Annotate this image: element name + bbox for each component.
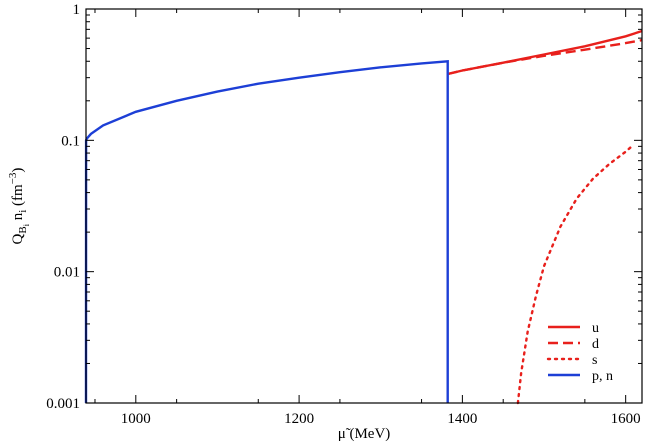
series-line-s xyxy=(516,143,635,405)
y-label-unit-open: (fm xyxy=(10,184,26,210)
y-label-mid: n xyxy=(10,212,26,224)
series-line-d xyxy=(447,38,643,76)
x-axis-label: μ̃ (MeV) xyxy=(338,426,391,442)
y-tick-label: 0.001 xyxy=(46,396,80,412)
y-label-unit-close: ) xyxy=(10,168,26,173)
series-layer xyxy=(84,29,643,405)
x-tick-label: 1600 xyxy=(611,411,641,427)
legend-label: s xyxy=(592,353,597,368)
y-label-subsub: i xyxy=(22,223,31,226)
y-label-sub1: B xyxy=(17,226,29,233)
legend-label: u xyxy=(592,321,599,336)
x-tick-label: 1200 xyxy=(284,411,314,427)
y-tick-label: 0.01 xyxy=(54,265,80,281)
y-label-base: Q xyxy=(10,233,26,244)
y-label-sub2: i xyxy=(17,210,29,213)
y-tick-label: 1 xyxy=(73,2,81,18)
legend-label: p, n xyxy=(592,369,613,384)
x-tick-label: 1000 xyxy=(121,411,151,427)
series-line-p-n xyxy=(84,59,449,404)
ticks-layer: 1000 1200 1400 1600 0.001 0.01 0.1 1 xyxy=(46,2,642,427)
plot-frame xyxy=(85,8,643,404)
y-tick-label: 0.1 xyxy=(61,133,80,149)
y-label-unit-exp: −3 xyxy=(7,172,19,184)
x-tick-label: 1400 xyxy=(447,411,477,427)
y-axis-label: QBi ni (fm−3) xyxy=(7,168,31,245)
legend-label: d xyxy=(592,337,599,352)
